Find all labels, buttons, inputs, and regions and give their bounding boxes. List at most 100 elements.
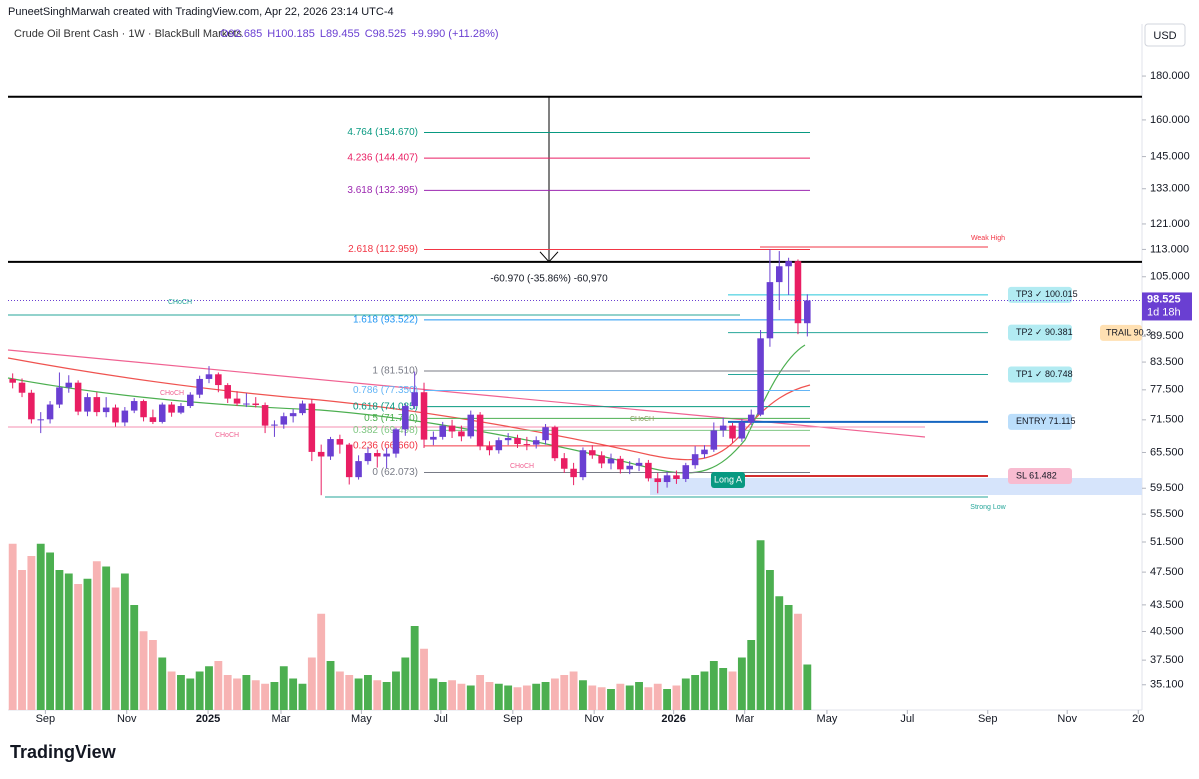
trail-tag xyxy=(1100,324,1142,341)
volume-bar xyxy=(597,687,606,710)
x-tick-label: 20 xyxy=(1132,713,1144,725)
volume-bar xyxy=(756,540,765,710)
x-tick-label: May xyxy=(351,713,372,725)
candle-body xyxy=(18,382,26,393)
volume-bar xyxy=(167,671,176,710)
candle-body xyxy=(383,453,390,457)
volume-bar xyxy=(775,596,784,710)
x-tick-label: Nov xyxy=(1057,713,1077,725)
fib-label: 0.786 (77.350) xyxy=(353,385,418,396)
y-tick-label: 55.500 xyxy=(1150,508,1184,520)
x-tick-label: Sep xyxy=(503,713,523,725)
candle-body xyxy=(46,404,54,420)
volume-bar xyxy=(270,682,279,710)
candle-body xyxy=(355,461,362,478)
x-tick-label: Nov xyxy=(117,713,137,725)
candle-body xyxy=(317,451,325,457)
volume-bar xyxy=(177,675,185,710)
legend-value: L89.455 xyxy=(320,28,360,40)
x-tick-label: Jul xyxy=(900,713,914,725)
annotation: CHoCH xyxy=(630,416,654,423)
volume-bar xyxy=(92,561,101,710)
candle-body xyxy=(804,300,811,324)
candle-body xyxy=(794,261,802,324)
volume-bar xyxy=(74,584,83,710)
legend-value: C98.525 xyxy=(365,28,407,40)
candle-body xyxy=(598,455,605,464)
x-tick-label: Mar xyxy=(272,713,291,725)
volume-bar xyxy=(373,680,382,710)
candle-body xyxy=(542,427,549,441)
candle-body xyxy=(280,416,288,425)
volume-bar xyxy=(448,680,456,710)
candle-body xyxy=(710,430,718,450)
candle-body xyxy=(215,374,222,386)
currency[interactable]: USD xyxy=(1153,30,1176,42)
volume-bar xyxy=(64,573,73,710)
volume-bar xyxy=(485,682,494,710)
trade-tag xyxy=(1008,286,1072,303)
y-tick-label: 105.000 xyxy=(1150,271,1190,283)
volume-bar xyxy=(794,613,802,710)
candle-body xyxy=(785,261,792,267)
volume-bar xyxy=(111,587,120,710)
trade-tag xyxy=(1008,366,1072,383)
volume-bar xyxy=(83,578,92,710)
measure-arrowhead xyxy=(539,251,559,263)
fib-label: 0.618 (74.085) xyxy=(353,401,418,412)
candle-body xyxy=(775,266,783,283)
volume-bar xyxy=(532,683,541,710)
fib-label: 0.5 (71.790) xyxy=(364,413,418,424)
candle-body xyxy=(430,436,437,440)
volume-bar xyxy=(560,675,569,710)
volume-bar xyxy=(457,683,466,710)
legend-value: O92.685 xyxy=(220,28,262,40)
volume-bar xyxy=(345,675,354,710)
trade-tag xyxy=(1008,468,1072,485)
volume-bar xyxy=(205,666,213,710)
volume-bar xyxy=(550,678,559,710)
candle-body xyxy=(747,414,755,423)
candle-body xyxy=(299,403,306,414)
trade-tag xyxy=(1008,324,1072,341)
y-tick-label: 35.100 xyxy=(1150,679,1184,691)
volume-bar xyxy=(513,687,522,710)
volume-bar xyxy=(148,640,157,710)
fib-label: 4.236 (144.407) xyxy=(347,153,418,164)
measure-label: -60.970 (-35.86%) -60,970 xyxy=(490,273,608,284)
candle-body xyxy=(560,458,568,469)
candle-body xyxy=(327,439,334,457)
volume-bar xyxy=(363,675,372,710)
volume-bar xyxy=(120,573,129,710)
annotation: Weak High xyxy=(971,235,1005,242)
volume-bar xyxy=(242,675,251,710)
currency-button[interactable] xyxy=(1144,23,1186,47)
fib-label: 1 (81.510) xyxy=(372,366,418,377)
y-tick-label: 65.500 xyxy=(1150,446,1184,458)
volume-bar xyxy=(737,657,746,710)
volume-bar xyxy=(429,678,438,710)
candle-body xyxy=(84,397,91,412)
candle-body xyxy=(289,413,297,417)
y-tick-label: 59.500 xyxy=(1150,482,1184,494)
candle-body xyxy=(663,475,671,483)
y-tick-label: 121.000 xyxy=(1150,218,1190,230)
x-tick-label: Mar xyxy=(735,713,754,725)
volume-bar xyxy=(279,666,288,710)
candle-body xyxy=(532,440,540,445)
candle-body xyxy=(374,453,381,457)
y-tick-label: 160.000 xyxy=(1150,114,1190,126)
candle-body xyxy=(551,427,559,459)
candle-body xyxy=(514,437,521,445)
volume-bar xyxy=(102,566,111,710)
candle-body xyxy=(486,446,493,451)
candle-body xyxy=(93,397,101,413)
candle-body xyxy=(467,414,475,437)
volume-bar xyxy=(354,678,363,710)
volume-bar xyxy=(784,605,793,710)
candle-body xyxy=(243,403,250,405)
volume-bar xyxy=(541,682,550,710)
candle-body xyxy=(645,462,652,479)
fib-label: 0.236 (66.660) xyxy=(353,441,418,452)
volume-bar xyxy=(438,682,447,710)
